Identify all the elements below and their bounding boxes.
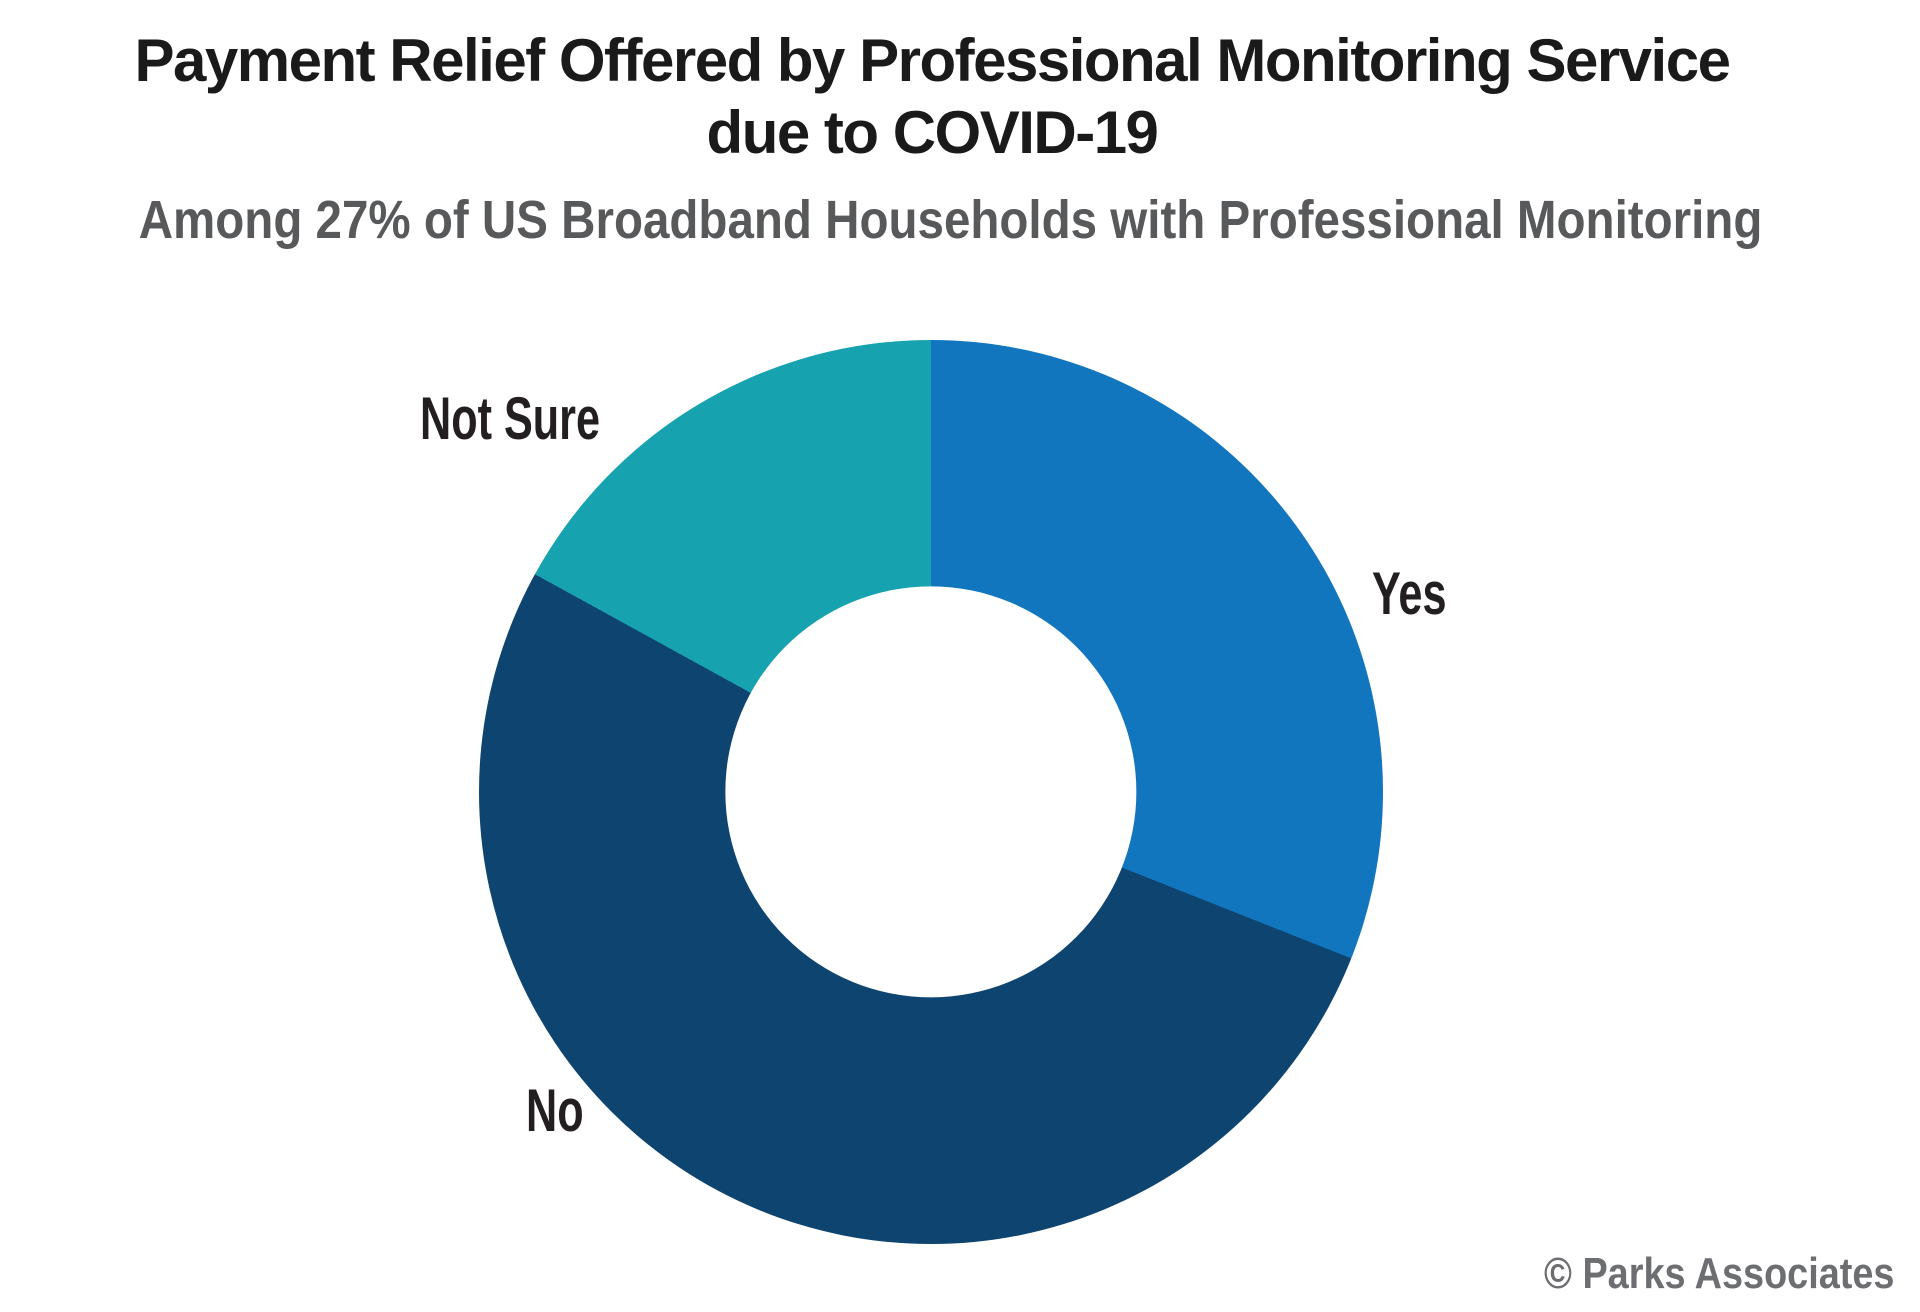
- chart-subtitle: Among 27% of US Broadband Households wit…: [28, 190, 1836, 250]
- copyright-credit: © Parks Associates: [1543, 1249, 1894, 1298]
- chart-title: Payment Relief Offered by Professional M…: [28, 25, 1836, 169]
- chart-title-line-1: Payment Relief Offered by Professional M…: [134, 27, 1731, 94]
- chart-title-line-2: due to COVID-19: [706, 99, 1159, 166]
- donut-hole: [725, 586, 1137, 998]
- segment-label-yes: Yes: [1372, 560, 1447, 627]
- segment-label-not-sure: Not Sure: [420, 385, 601, 452]
- segment-label-no: No: [526, 1077, 584, 1144]
- donut-chart: [479, 340, 1383, 1244]
- chart-subtitle-text: Among 27% of US Broadband Households wit…: [138, 190, 1763, 250]
